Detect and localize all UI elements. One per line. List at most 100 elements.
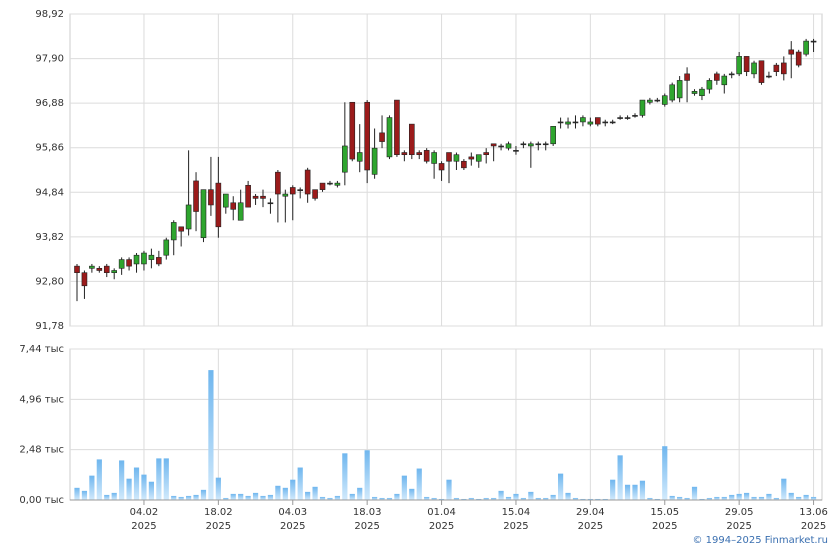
y-tick-label: 97,90 [35,54,64,65]
volume-bar [721,496,727,500]
candle-body [103,265,110,273]
candle-body [208,189,214,206]
candle-body [148,254,155,260]
volume-bar [349,493,355,500]
candle-body [431,152,437,164]
y-tick-label: 2,48 тыс [19,445,64,456]
candle-body [416,152,423,156]
volume-bar [178,496,184,500]
candle-body [446,152,452,162]
volume-bar [766,493,772,500]
candle-body [178,226,184,232]
volume-bar [476,498,482,500]
candle-body [379,132,385,142]
candle-body [647,99,653,103]
volume-bar [171,495,177,500]
x-tick-label: 04.02 2025 [129,507,159,532]
x-tick-label: 29.05 2025 [724,507,754,532]
candle-body [223,193,229,208]
candle-body [200,189,207,239]
volume-bar [587,498,593,500]
volume-bar [647,497,653,500]
volume-bar [602,498,608,500]
volume-bar [461,498,467,500]
candle-body [364,101,370,171]
plot-area [69,13,823,327]
candle-body [438,163,445,171]
volume-bar [699,498,705,500]
volume-bar [580,498,586,500]
candle-body [297,189,304,191]
candle-body [520,143,527,146]
volume-bar [96,459,102,500]
volume-bar [297,467,303,500]
candle-body [461,160,467,169]
candle-body [766,75,772,78]
volume-bar [386,497,393,500]
y-tick-label: 94,84 [35,187,64,198]
volume-bar [595,498,601,500]
candle-body [624,117,631,119]
volume-bar [319,496,326,500]
volume-bar [119,460,125,500]
volume-bar [312,486,318,500]
candle-body [282,193,289,197]
volume-bar [788,492,794,500]
candle-body [96,268,103,271]
candle-body [237,202,244,221]
volume-bar [245,495,251,500]
volume-bar [624,484,631,500]
candle-body [252,195,259,199]
candle-body [803,40,809,55]
y-tick-label: 0,00 тыс [19,495,64,506]
y-tick-label: 91,78 [35,321,64,332]
candle-body [580,117,586,123]
candle-body [289,187,296,195]
candle-body [342,145,348,173]
candle-body [386,117,393,158]
volume-bar [491,497,497,500]
volume-bar [758,496,765,500]
volume-bar [141,474,147,500]
volume-bar [438,498,445,500]
candle-body [684,73,690,81]
volume-bar [691,486,698,500]
candle-body [780,62,787,75]
candle-body [319,182,326,190]
candle-body [394,99,400,156]
candle-body [185,204,192,230]
candle-body [788,49,795,55]
candle-body [141,252,147,265]
candle-body [245,184,251,208]
candle-body [312,189,318,199]
volume-bar [357,487,363,500]
volume-bar [208,370,214,500]
volume-bar [401,475,407,500]
volume-bar [364,450,370,500]
volume-bar [617,455,623,500]
candle-body [475,154,482,162]
candle-body [349,101,356,160]
volume-bar [483,497,489,500]
candle-body [423,150,430,162]
candle-body [617,117,623,119]
candle-body [163,239,170,256]
volume-bar [394,493,400,500]
volume-bar [505,496,512,500]
volume-bar [714,496,720,500]
candle-body [327,182,333,185]
x-tick-label: 15.04 2025 [501,507,531,532]
candle-body [371,147,378,175]
candle-body [751,62,757,75]
volume-bar [372,496,378,500]
volume-bar [327,497,333,500]
candle-body [557,121,564,124]
plot-area [69,348,823,501]
candle-body [632,115,638,117]
volume-bar [610,479,616,500]
volume-bar [230,493,236,500]
candle-body [260,195,266,199]
candle-body [639,99,646,116]
x-tick-label: 15.05 2025 [650,507,680,532]
volume-bar [796,496,802,500]
